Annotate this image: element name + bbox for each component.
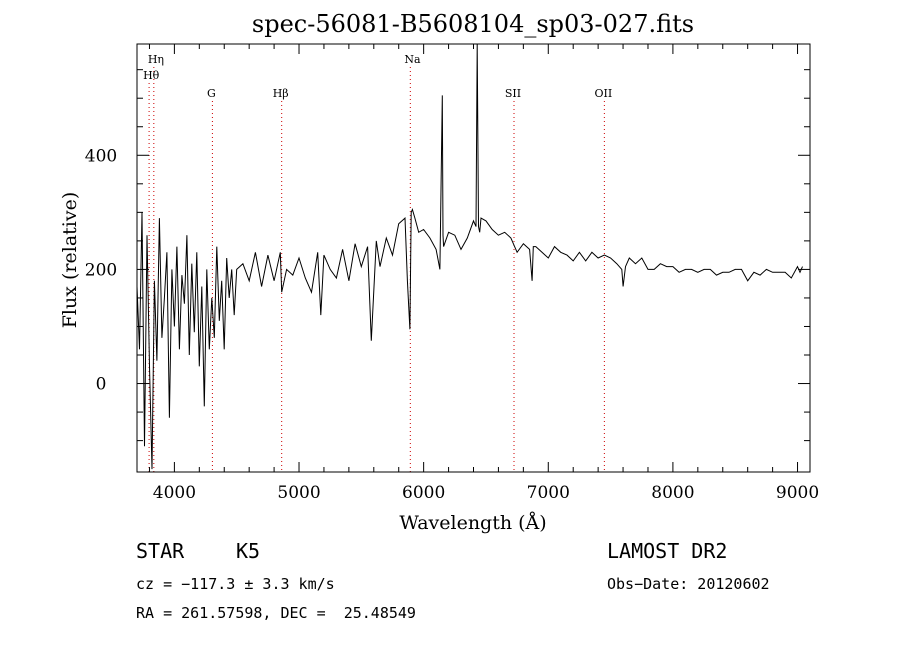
coordinates: RA = 261.57598, DEC = 25.48549 — [136, 604, 416, 622]
marker-label-h: Hθ — [143, 69, 160, 82]
x-tick-label: 8000 — [651, 483, 694, 503]
marker-label-h: Hη — [148, 53, 164, 66]
y-tick-label: 400 — [85, 146, 117, 166]
x-tick-label: 7000 — [527, 483, 570, 503]
spectrum-line-0 — [136, 43, 803, 470]
x-tick-label: 5000 — [277, 483, 320, 503]
object-class: STAR — [136, 539, 185, 563]
x-tick-label: 6000 — [402, 483, 445, 503]
x-axis-label: Wavelength (Å) — [399, 512, 546, 534]
marker-label-g: G — [207, 87, 216, 100]
redshift-velocity: cz = −117.3 ± 3.3 km/s — [136, 575, 335, 593]
chart-title: spec-56081-B5608104_sp03-027.fits — [252, 10, 694, 38]
line-markers: Hη Hθ G Hβ Na SII OII — [143, 53, 612, 472]
y-tick-label: 0 — [96, 375, 107, 395]
survey-name: LAMOST DR2 — [607, 539, 728, 563]
object-subclass: K5 — [236, 539, 261, 563]
marker-label-sii: SII — [505, 87, 521, 100]
axis-ticks: 4000 5000 6000 7000 8000 9000 0 200 400 — [85, 44, 819, 503]
marker-label-oii: OII — [595, 87, 613, 100]
x-tick-label: 9000 — [776, 483, 819, 503]
y-axis-label: Flux (relative) — [59, 192, 81, 329]
spectrum-series — [136, 43, 803, 470]
y-tick-label: 200 — [85, 260, 117, 280]
observation-date: Obs−Date: 20120602 — [607, 575, 770, 593]
marker-label-h: Hβ — [273, 87, 289, 100]
plot-frame — [136, 43, 811, 473]
marker-label-na: Na — [404, 53, 421, 66]
x-tick-label: 4000 — [153, 483, 196, 503]
